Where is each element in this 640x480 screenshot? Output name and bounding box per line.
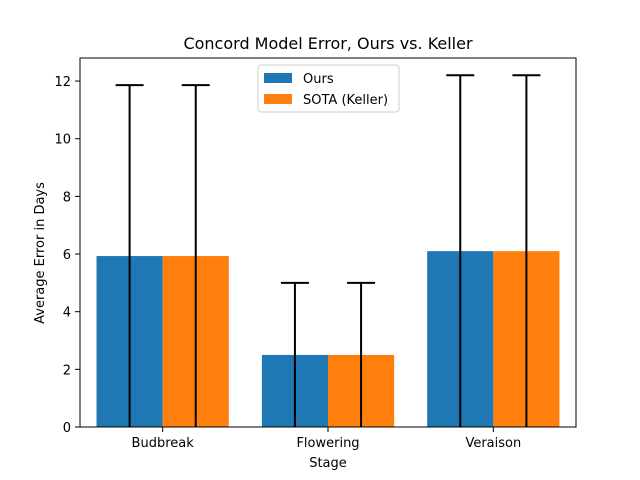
x-tick-label: Veraison <box>465 436 521 451</box>
y-tick-label: 4 <box>63 306 71 321</box>
y-tick-label: 8 <box>63 190 71 205</box>
y-tick-label: 2 <box>63 363 71 378</box>
y-tick-label: 12 <box>54 75 71 90</box>
x-tick-label: Flowering <box>296 436 359 451</box>
y-tick-label: 6 <box>63 248 71 263</box>
plot-frame <box>79 57 577 428</box>
plot-area: Budbreak Flowering Veraison 0 2 4 6 8 10 12 <box>54 57 577 451</box>
chart-title: Concord Model Error, Ours vs. Keller <box>183 34 473 53</box>
legend: Ours SOTA (Keller) <box>257 64 400 113</box>
y-axis-title: Average Error in Days <box>33 182 48 324</box>
legend-label: Ours <box>303 72 334 87</box>
x-axis-title: Stage <box>309 456 347 471</box>
y-tick-label: 10 <box>54 133 71 148</box>
legend-swatch-ours <box>264 73 292 83</box>
legend-swatch-sota-keller- <box>264 94 292 104</box>
x-tick-label: Budbreak <box>132 436 195 451</box>
legend-box <box>257 64 400 113</box>
legend-label: SOTA (Keller) <box>303 93 388 108</box>
y-tick-label: 0 <box>63 421 71 436</box>
